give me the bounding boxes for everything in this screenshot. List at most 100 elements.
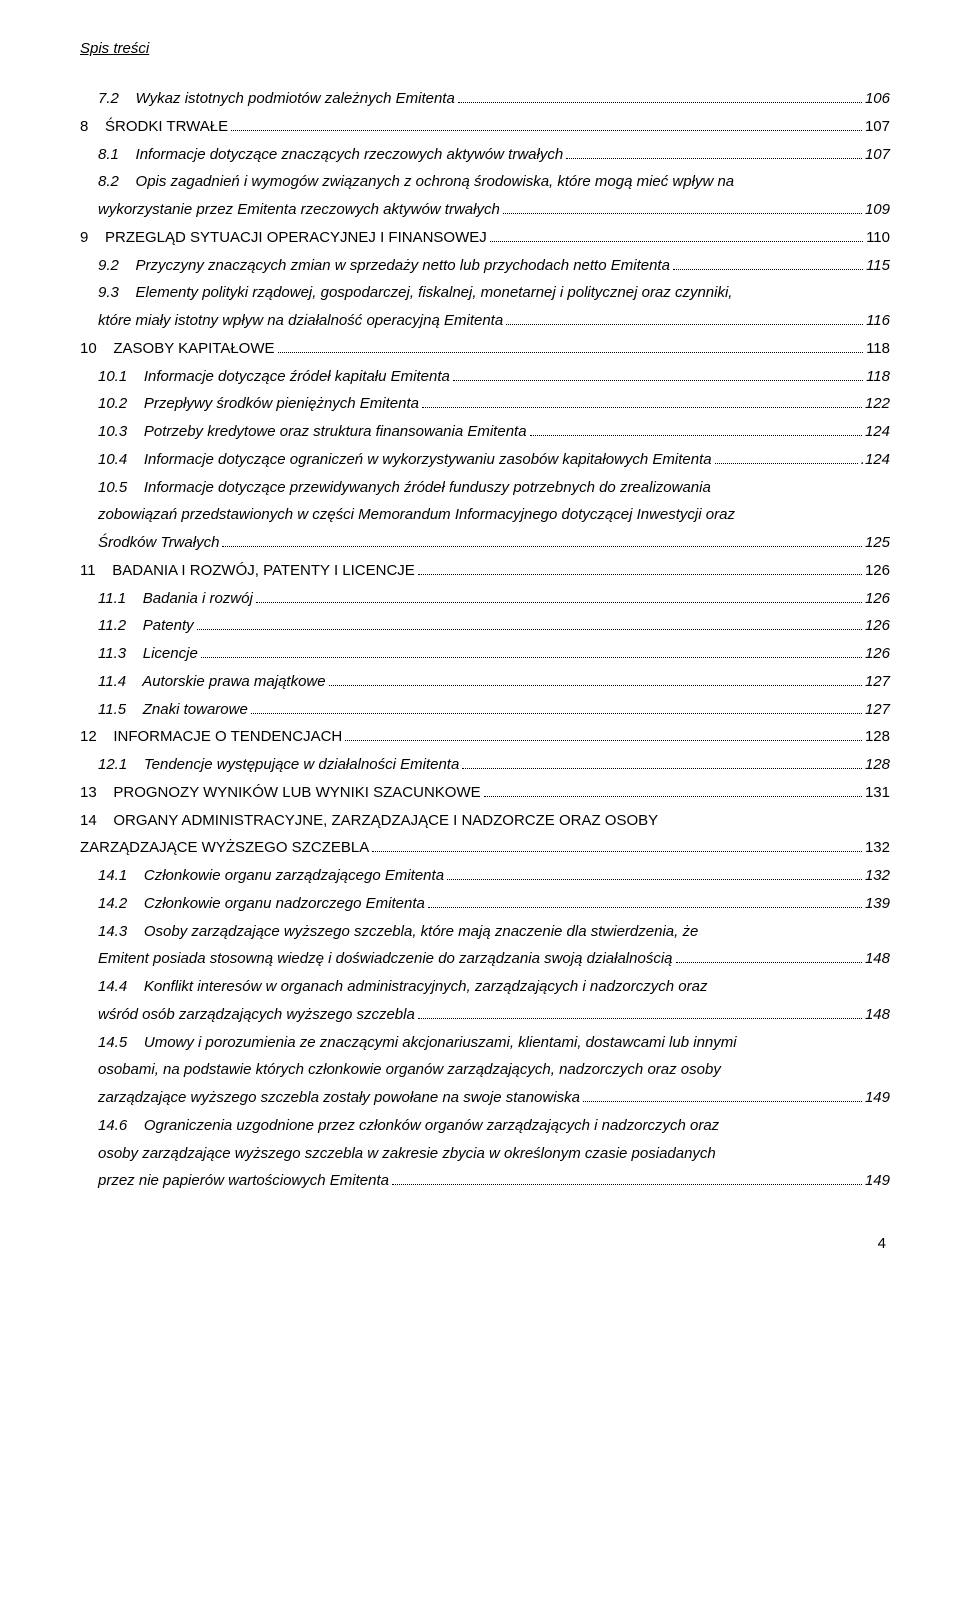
toc-page: 109 (865, 196, 890, 224)
toc-page: 116 (866, 307, 890, 335)
toc-label: 11.3 Licencje (98, 640, 198, 668)
toc-entry: 8.1 Informacje dotyczące znaczących rzec… (80, 141, 890, 169)
toc-label: 7.2 Wykaz istotnych podmiotów zależnych … (98, 85, 455, 113)
toc-label: przez nie papierów wartościowych Emitent… (98, 1167, 389, 1195)
table-of-contents: 7.2 Wykaz istotnych podmiotów zależnych … (80, 85, 890, 1195)
toc-entry: wykorzystanie przez Emitenta rzeczowych … (80, 196, 890, 224)
toc-page: 148 (865, 1001, 890, 1029)
toc-leader (458, 102, 862, 103)
toc-entry: przez nie papierów wartościowych Emitent… (80, 1167, 890, 1195)
toc-entry: 13 PROGNOZY WYNIKÓW LUB WYNIKI SZACUNKOW… (80, 779, 890, 807)
toc-leader (566, 158, 862, 159)
toc-label: ZARZĄDZAJĄCE WYŻSZEGO SZCZEBLA (80, 834, 369, 862)
toc-leader (447, 879, 862, 880)
toc-entry: 10.2 Przepływy środków pieniężnych Emite… (80, 390, 890, 418)
page-number: 4 (80, 1235, 890, 1252)
toc-page: 126 (865, 585, 890, 613)
toc-label: 9.2 Przyczyny znaczących zmian w sprzeda… (98, 252, 670, 280)
toc-entry: wśród osób zarządzających wyższego szcze… (80, 1001, 890, 1029)
toc-label: 8.1 Informacje dotyczące znaczących rzec… (98, 141, 563, 169)
toc-entry-line: 14.3 Osoby zarządzające wyższego szczebl… (80, 918, 890, 946)
toc-entry-line: osoby zarządzające wyższego szczebla w z… (80, 1140, 890, 1168)
toc-label: wykorzystanie przez Emitenta rzeczowych … (98, 196, 500, 224)
toc-label: 14.1 Członkowie organu zarządzającego Em… (98, 862, 444, 890)
toc-page: 126 (865, 640, 890, 668)
toc-leader (278, 352, 864, 353)
toc-entry: 11.2 Patenty 126 (80, 612, 890, 640)
toc-label: 8 ŚRODKI TRWAŁE (80, 113, 228, 141)
toc-page: 125 (865, 529, 890, 557)
toc-entry-line: 10.5 Informacje dotyczące przewidywanych… (80, 474, 890, 502)
toc-label: 11.5 Znaki towarowe (98, 696, 248, 724)
toc-page: 149 (865, 1084, 890, 1112)
toc-leader (715, 463, 858, 464)
toc-entry: 10.3 Potrzeby kredytowe oraz struktura f… (80, 418, 890, 446)
toc-label: 11.1 Badania i rozwój (98, 585, 253, 613)
toc-page: 107 (865, 141, 890, 169)
toc-leader (197, 629, 862, 630)
toc-page: 132 (865, 862, 890, 890)
toc-page: 126 (865, 557, 890, 585)
toc-entry-line: 14 ORGANY ADMINISTRACYJNE, ZARZĄDZAJĄCE … (80, 807, 890, 835)
toc-entry: 11 BADANIA I ROZWÓJ, PATENTY I LICENCJE1… (80, 557, 890, 585)
toc-page: 148 (865, 945, 890, 973)
toc-page: 128 (865, 723, 890, 751)
toc-entry: 14.1 Członkowie organu zarządzającego Em… (80, 862, 890, 890)
toc-leader (484, 796, 862, 797)
toc-page: 139 (865, 890, 890, 918)
toc-page: 127 (865, 668, 890, 696)
toc-leader (231, 130, 862, 131)
toc-page: 122 (865, 390, 890, 418)
toc-label: 14.2 Członkowie organu nadzorczego Emite… (98, 890, 425, 918)
toc-leader (506, 324, 863, 325)
toc-entry: 11.4 Autorskie prawa majątkowe 127 (80, 668, 890, 696)
toc-label: 12 INFORMACJE O TENDENCJACH (80, 723, 342, 751)
toc-entry: 11.1 Badania i rozwój 126 (80, 585, 890, 613)
toc-entry: 14.2 Członkowie organu nadzorczego Emite… (80, 890, 890, 918)
toc-leader (462, 768, 862, 769)
toc-entry-line: 14.6 Ograniczenia uzgodnione przez człon… (80, 1112, 890, 1140)
page-header: Spis treści (80, 40, 890, 57)
toc-page: .124 (861, 446, 890, 474)
toc-page: 110 (866, 224, 890, 252)
toc-leader (673, 269, 863, 270)
toc-label: 12.1 Tendencje występujące w działalnośc… (98, 751, 459, 779)
toc-entry: 10 ZASOBY KAPITAŁOWE118 (80, 335, 890, 363)
toc-entry: 10.1 Informacje dotyczące źródeł kapitał… (80, 363, 890, 391)
toc-leader (676, 962, 862, 963)
toc-label: które miały istotny wpływ na działalność… (98, 307, 503, 335)
toc-leader (428, 907, 862, 908)
toc-leader (530, 435, 862, 436)
toc-entry: 7.2 Wykaz istotnych podmiotów zależnych … (80, 85, 890, 113)
toc-leader (392, 1184, 862, 1185)
toc-entry: zarządzające wyższego szczebla zostały p… (80, 1084, 890, 1112)
toc-label: wśród osób zarządzających wyższego szcze… (98, 1001, 415, 1029)
toc-page: 107 (865, 113, 890, 141)
toc-leader (345, 740, 862, 741)
toc-leader (418, 1018, 862, 1019)
toc-page: 115 (866, 252, 890, 280)
toc-page: 132 (865, 834, 890, 862)
toc-entry: 9.2 Przyczyny znaczących zmian w sprzeda… (80, 252, 890, 280)
toc-label: 10.4 Informacje dotyczące ograniczeń w w… (98, 446, 712, 474)
toc-page: 127 (865, 696, 890, 724)
toc-entry: ZARZĄDZAJĄCE WYŻSZEGO SZCZEBLA 132 (80, 834, 890, 862)
toc-entry-line: zobowiązań przedstawionych w części Memo… (80, 501, 890, 529)
document-page: Spis treści 7.2 Wykaz istotnych podmiotó… (0, 0, 960, 1292)
toc-entry-line: 14.5 Umowy i porozumienia ze znaczącymi … (80, 1029, 890, 1057)
toc-label: 11.4 Autorskie prawa majątkowe (98, 668, 326, 696)
toc-label: 13 PROGNOZY WYNIKÓW LUB WYNIKI SZACUNKOW… (80, 779, 481, 807)
toc-leader (583, 1101, 862, 1102)
toc-page: 128 (865, 751, 890, 779)
toc-page: 126 (865, 612, 890, 640)
toc-page: 149 (865, 1167, 890, 1195)
toc-leader (329, 685, 862, 686)
toc-leader (372, 851, 862, 852)
toc-leader (490, 241, 863, 242)
toc-entry: 11.3 Licencje 126 (80, 640, 890, 668)
toc-entry-line: 14.4 Konflikt interesów w organach admin… (80, 973, 890, 1001)
toc-leader (222, 546, 862, 547)
toc-page: 124 (865, 418, 890, 446)
toc-label: 11.2 Patenty (98, 612, 194, 640)
toc-entry: 10.4 Informacje dotyczące ograniczeń w w… (80, 446, 890, 474)
